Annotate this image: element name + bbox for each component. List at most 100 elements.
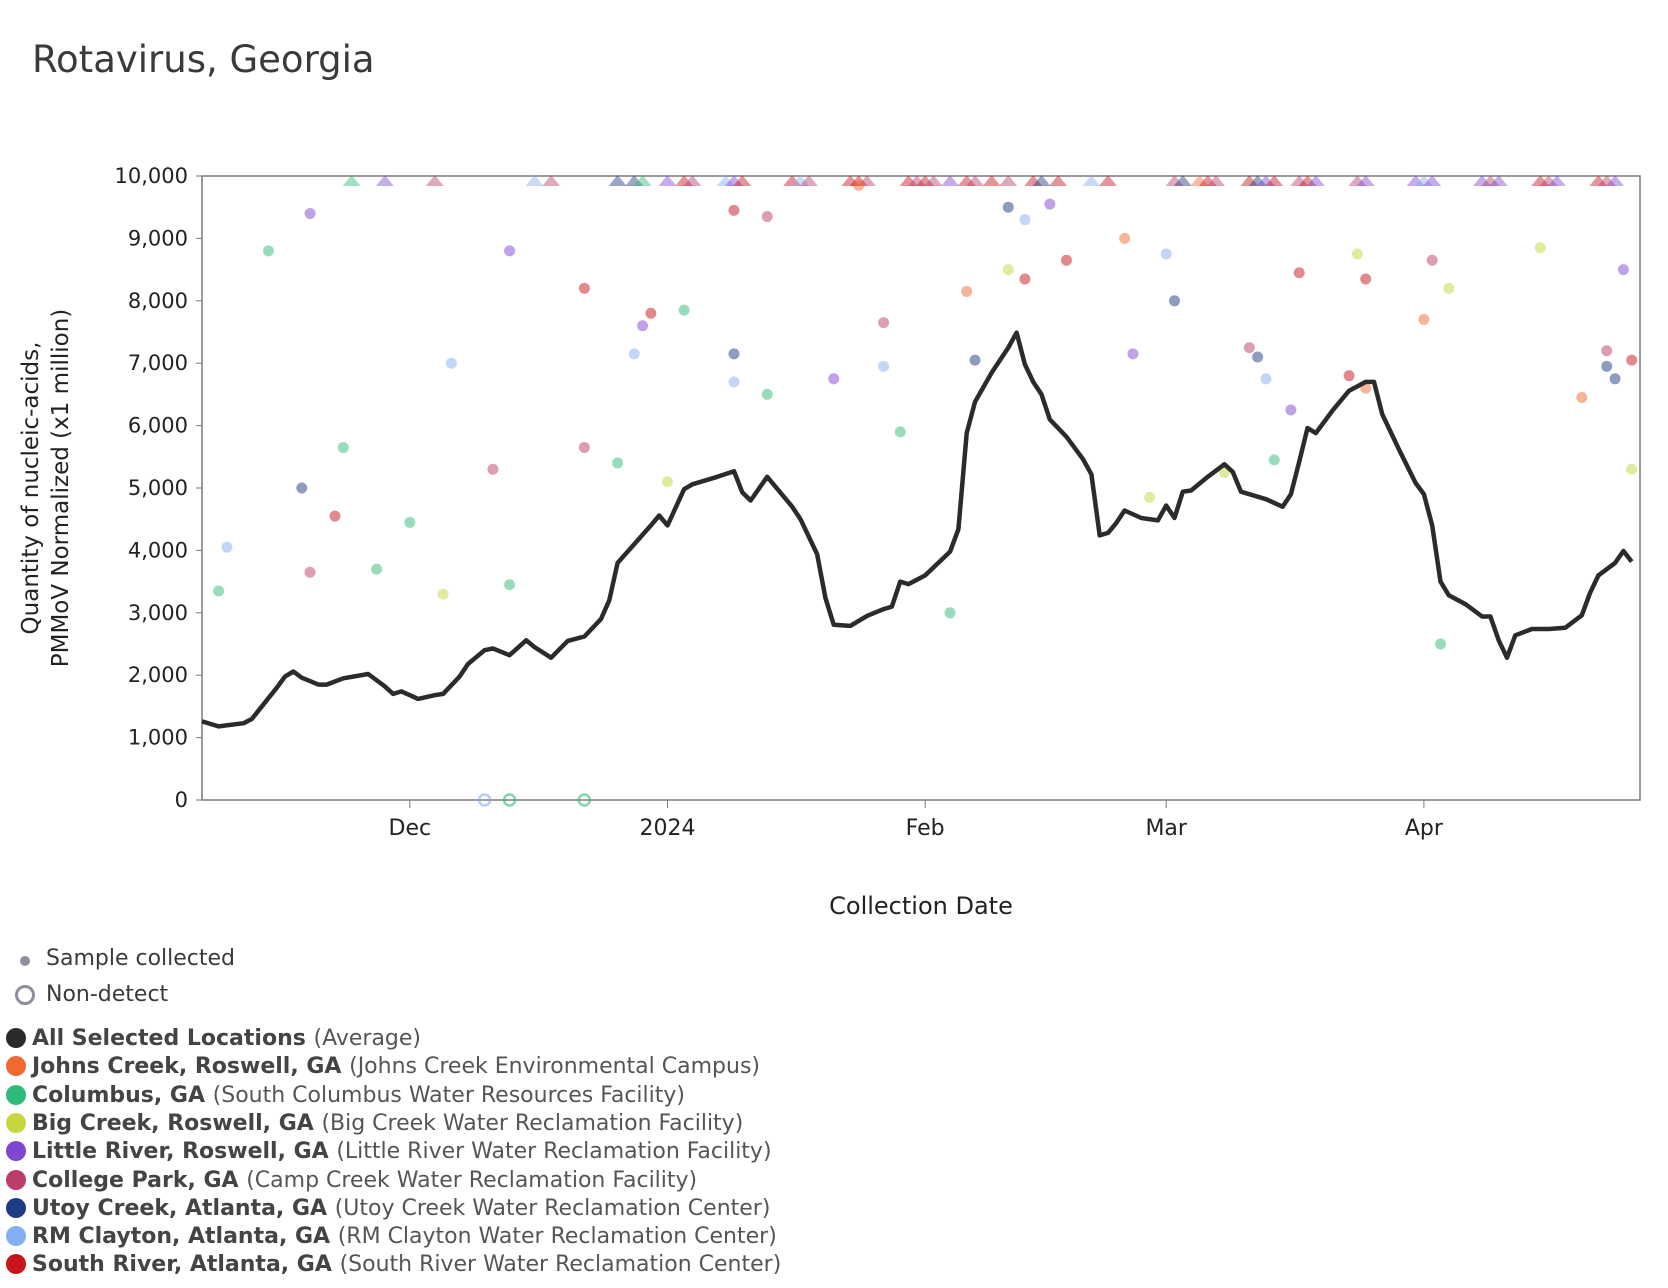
sample-point: [1243, 342, 1255, 354]
legend-non-detect-label: Non-detect: [46, 982, 169, 1007]
off-scale-marker: [1306, 175, 1325, 186]
sample-point: [437, 588, 449, 600]
sample-point: [1285, 404, 1297, 416]
legend-location-name: All Selected Locations (Average): [32, 1026, 422, 1051]
sample-point: [1601, 345, 1613, 357]
x-axis-title: Collection Date: [829, 892, 1013, 920]
sample-point: [304, 566, 316, 578]
y-tick-label: 2,000: [128, 663, 188, 687]
legend-facility-name: (Average): [313, 1026, 422, 1051]
sample-point: [878, 317, 890, 329]
sample-point: [1418, 314, 1430, 326]
off-scale-marker: [1531, 175, 1550, 186]
off-scale-marker: [1024, 175, 1043, 186]
sample-point: [1617, 264, 1629, 276]
sample-point: [337, 441, 349, 453]
x-tick-label: Mar: [1145, 816, 1187, 841]
off-scale-marker: [1248, 175, 1267, 186]
off-scale-marker: [1547, 175, 1566, 186]
sample-point: [262, 245, 274, 257]
off-scale-marker: [633, 175, 652, 186]
sample-point: [504, 579, 516, 591]
legend-location-name: Big Creek, Roswell, GA (Big Creek Water …: [32, 1110, 744, 1136]
sample-dot-icon: [20, 956, 30, 966]
y-axis-title-line: Quantity of nucleic-acids,: [18, 342, 44, 635]
legend-swatch-icon: [6, 1141, 26, 1162]
off-scale-marker: [1290, 175, 1309, 186]
sample-point: [1127, 348, 1139, 360]
legend-location-name: RM Clayton, Atlanta, GA (RM Clayton Wate…: [32, 1224, 777, 1250]
legend-facility-name: (Little River Water Reclamation Facility…: [336, 1139, 772, 1165]
non-detect-point: [577, 793, 592, 807]
off-scale-marker: [1489, 175, 1508, 186]
y-axis-title: Quantity of nucleic-acids, PMMoV Normaliz…: [18, 309, 74, 668]
off-scale-marker: [1256, 175, 1275, 186]
off-scale-marker: [941, 175, 960, 186]
y-tick-label: 5,000: [128, 476, 188, 500]
off-scale-marker: [1597, 175, 1616, 186]
off-scale-marker: [1032, 175, 1051, 186]
sample-point: [1343, 370, 1355, 382]
sample-point: [628, 348, 640, 360]
y-axis-title-line: PMMoV Normalized (x1 million): [48, 309, 74, 668]
x-tick-label: Dec: [389, 816, 432, 841]
off-scale-marker: [999, 175, 1018, 186]
sample-point: [1144, 491, 1156, 503]
sample-point: [296, 482, 308, 494]
sample-point: [487, 463, 499, 475]
sample-point: [1019, 214, 1031, 226]
sample-point: [445, 357, 457, 369]
y-tick-label: 6,000: [128, 414, 188, 438]
x-tick-label: Feb: [906, 816, 945, 841]
off-scale-marker: [425, 175, 444, 186]
sample-point: [853, 179, 865, 191]
legend-swatch-icon: [6, 1197, 26, 1218]
average-line: [201, 330, 1634, 729]
off-scale-marker: [542, 175, 561, 186]
sample-point: [404, 516, 416, 528]
sample-point: [1119, 232, 1131, 244]
legend-facility-name: (South Columbus Water Resources Facility…: [212, 1082, 685, 1108]
legend-location-name: College Park, GA (Camp Creek Water Recla…: [32, 1167, 698, 1193]
sample-point: [1534, 242, 1546, 254]
off-scale-marker: [1481, 175, 1500, 186]
off-scale-marker: [1265, 175, 1284, 186]
off-scale-marker: [1173, 175, 1192, 186]
sample-point: [878, 360, 890, 372]
sample-point: [645, 307, 657, 319]
off-scale-marker: [1423, 175, 1442, 186]
off-scale-marker: [1406, 175, 1425, 186]
off-scale-marker: [1198, 175, 1217, 186]
sample-point: [1360, 273, 1372, 285]
legend-facility-name: (RM Clayton Water Reclamation Center): [337, 1224, 777, 1250]
off-scale-marker: [783, 175, 802, 186]
sample-point: [661, 476, 673, 488]
sample-point: [1252, 351, 1264, 363]
y-tick-label: 3,000: [128, 601, 188, 625]
off-scale-marker: [658, 175, 677, 186]
off-scale-marker: [1049, 175, 1068, 186]
sample-point: [894, 426, 906, 438]
sample-point: [1002, 201, 1014, 213]
sample-point: [1019, 273, 1031, 285]
off-scale-marker: [716, 175, 735, 186]
sample-point: [1601, 360, 1613, 372]
off-scale-marker: [1348, 175, 1367, 186]
off-scale-marker: [1165, 175, 1184, 186]
sample-point: [1268, 454, 1280, 466]
off-scale-marker: [1190, 175, 1209, 186]
y-tick-label: 10,000: [115, 164, 188, 188]
off-scale-marker: [799, 175, 818, 186]
off-scale-marker: [957, 175, 976, 186]
legend-location-name: Little River, Roswell, GA (Little River …: [32, 1139, 772, 1165]
plot-frame: [201, 175, 1641, 801]
sample-point: [728, 204, 740, 216]
legend-sample-label: Sample collected: [46, 946, 236, 971]
legend-swatch-icon: [6, 1112, 26, 1133]
off-scale-marker: [683, 175, 702, 186]
off-scale-marker: [1298, 175, 1317, 186]
sample-point: [578, 441, 590, 453]
sample-point: [728, 376, 740, 388]
sample-point: [371, 563, 383, 575]
off-scale-marker: [899, 175, 918, 186]
